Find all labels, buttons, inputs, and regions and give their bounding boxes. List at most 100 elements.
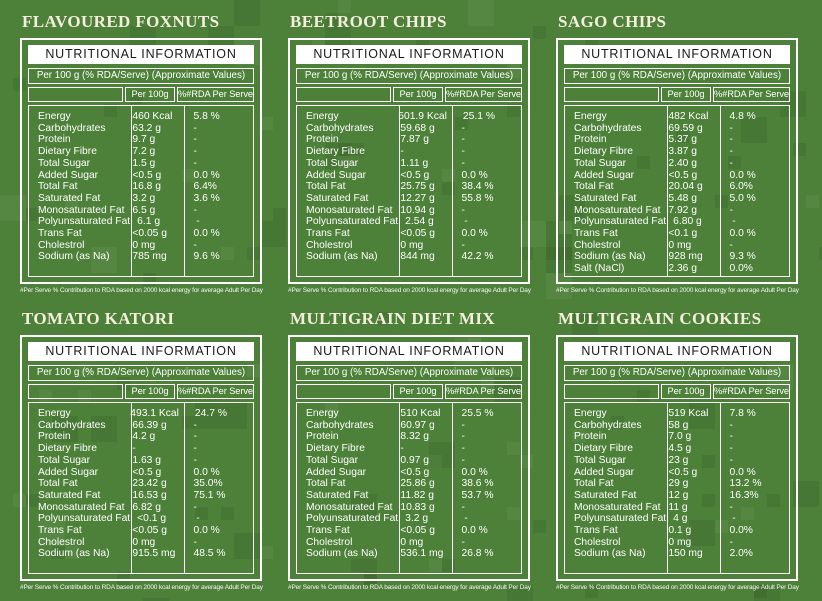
- nutrient-rda-per-serve: 9.6 %: [193, 251, 220, 263]
- nutrient-rda-per-serve: -: [732, 216, 736, 228]
- nutrient-rda-per-serve: 0.0 %: [461, 228, 488, 240]
- nutrient-name: Trans Fat: [38, 228, 82, 240]
- nutrient-value-per-100g: 3.2 g: [405, 513, 429, 525]
- nutrient-value-per-100g: 3.2 g: [132, 192, 156, 204]
- nutrient-name: Energy: [574, 408, 607, 419]
- nutrient-value-per-100g: <0.5 g: [132, 466, 162, 478]
- nutrient-value-per-100g: 0 mg: [400, 536, 424, 548]
- nutrient-value-per-100g: 66.39 g: [132, 419, 167, 431]
- nutrient-name: Dietary Fibre: [306, 146, 365, 158]
- nutrient-rda-per-serve: 55.8 %: [461, 192, 494, 204]
- nutrient-row: Added Sugar <0.5 g 0.0 %: [29, 170, 253, 182]
- nutrient-value-per-100g: 536.1 mg: [400, 548, 444, 560]
- product-title: FLAVOURED FOXNUTS: [22, 12, 220, 31]
- nutrient-name: Energy: [306, 408, 339, 419]
- rda-footnote: #Per Serve % Contribution to RDA based o…: [288, 287, 531, 294]
- nutrient-value-per-100g: 0.97 g: [400, 454, 429, 466]
- nutrient-value-per-100g: 493.1 Kcal: [130, 408, 179, 419]
- nutrient-name: Protein: [38, 431, 71, 443]
- nutrient-name: Cholestrol: [574, 536, 621, 548]
- nutrient-value-per-100g: 8.32 g: [400, 431, 429, 443]
- rda-footnote: #Per Serve % Contribution to RDA based o…: [20, 584, 263, 591]
- nutrient-row: Total Fat 25.75 g 38.4 %: [297, 181, 521, 193]
- serving-basis-label: Per 100 g (% RDA/Serve) (Approximate Val…: [296, 68, 522, 84]
- nutrient-value-per-100g: 785 mg: [132, 251, 167, 263]
- nutrient-row: Trans Fat <0.05 g 0.0 %: [29, 525, 253, 537]
- nutrition-card: NUTRITIONAL INFORMATION Per 100 g (% RDA…: [556, 335, 798, 581]
- nutrition-card: NUTRITIONAL INFORMATION Per 100 g (% RDA…: [556, 38, 798, 284]
- nutrient-row: Total Sugar 2.40 g -: [565, 158, 789, 170]
- nutrient-row: Protein 5.37 g -: [565, 134, 789, 146]
- nutrient-name: Polyunsaturated Fat: [38, 216, 131, 228]
- nutrient-value-per-100g: <0.5 g: [668, 466, 698, 478]
- nutrient-rda-per-serve: 0.0%: [729, 525, 753, 537]
- nutrient-row: Saturated Fat 12 g 16.3%: [565, 490, 789, 502]
- nutrient-value-per-100g: 2.40 g: [668, 157, 697, 169]
- nutrient-name: Monosaturated Fat: [38, 501, 125, 513]
- nutrient-name: Saturated Fat: [306, 489, 369, 501]
- nutrient-row: Energy 519 Kcal 7.8 %: [565, 408, 789, 420]
- nutrient-name: Total Sugar: [574, 157, 627, 169]
- nutrient-row: Total Sugar 1.11 g -: [297, 158, 521, 170]
- nutrient-rda-per-serve: -: [461, 431, 465, 443]
- nutrient-value-per-100g: <0.5 g: [132, 169, 162, 181]
- nutrient-value-per-100g: 928 mg: [668, 251, 703, 263]
- nutrient-row: Protein 9.7 g -: [29, 134, 253, 146]
- nutrient-rda-per-serve: 0.0 %: [729, 228, 756, 240]
- nutrient-value-per-100g: 4.5 g: [668, 443, 692, 455]
- nutrient-rda-per-serve: 0.0 %: [461, 466, 488, 478]
- nutrient-value-per-100g: 460 Kcal: [132, 111, 173, 122]
- nutrient-rda-per-serve: -: [729, 157, 733, 169]
- nutrient-name: Polyunsaturated Fat: [574, 216, 667, 228]
- nutrient-name: Polyunsaturated Fat: [306, 216, 399, 228]
- nutrient-value-per-100g: 1.63 g: [132, 454, 161, 466]
- nutrient-name: Total Fat: [574, 181, 614, 193]
- nutrient-row: Added Sugar <0.5 g 0.0 %: [297, 170, 521, 182]
- nutrient-value-per-100g: -: [132, 443, 136, 455]
- nutrient-name: Energy: [38, 408, 71, 419]
- nutrient-value-per-100g: 23.42 g: [132, 478, 167, 490]
- nutrient-value-per-100g: 12.27 g: [400, 192, 435, 204]
- nutrient-rda-per-serve: 0.0 %: [461, 169, 488, 181]
- nutrient-value-per-100g: 6.80 g: [673, 216, 702, 228]
- nutrient-name: Energy: [306, 111, 339, 122]
- nutrient-name: Salt (NaCl): [574, 263, 625, 275]
- nutrient-rda-per-serve: 0.0%: [729, 263, 753, 275]
- nutrient-name: Dietary Fibre: [574, 146, 633, 158]
- nutrient-row: Saturated Fat 5.48 g 5.0 %: [565, 193, 789, 205]
- nutrient-rda-per-serve: -: [193, 443, 197, 455]
- column-header-row: Per 100g %#RDA Per Serve: [28, 87, 254, 102]
- nutrient-name: Carbohydrates: [306, 122, 374, 134]
- nutrient-rda-per-serve: 6.0%: [729, 181, 753, 193]
- nutrient-name: Carbohydrates: [574, 419, 642, 431]
- nutrient-row: Energy 510 Kcal 25.5 %: [297, 408, 521, 420]
- rda-footnote: #Per Serve % Contribution to RDA based o…: [20, 287, 263, 294]
- nutrient-rda-per-serve: 0.0 %: [193, 169, 220, 181]
- nutrient-row: Dietary Fibre - -: [297, 443, 521, 455]
- nutrient-value-per-100g: <0.05 g: [132, 525, 168, 537]
- serving-basis-label: Per 100 g (% RDA/Serve) (Approximate Val…: [564, 68, 790, 84]
- product-title: TOMATO KATORI: [22, 309, 175, 328]
- nutrient-value-per-100g: <0.1 g: [668, 228, 698, 240]
- nutrient-row: Protein 7.87 g -: [297, 134, 521, 146]
- nutrient-value-per-100g: 2.54 g: [405, 216, 434, 228]
- nutrient-name: Added Sugar: [574, 466, 635, 478]
- nutrient-name: Sodium (as Na): [574, 548, 646, 560]
- nutrient-row: Monosaturated Fat 6.5 g -: [29, 205, 253, 217]
- nutrient-value-per-100g: 63.2 g: [132, 122, 161, 134]
- nutrient-row: Protein 7.0 g -: [565, 431, 789, 443]
- column-divider: [451, 106, 454, 276]
- nutrient-value-per-100g: 12 g: [668, 489, 689, 501]
- nutrient-rda-per-serve: -: [729, 501, 733, 513]
- nutrient-row: Dietary Fibre 4.5 g -: [565, 443, 789, 455]
- nutrient-row: Total Sugar 23 g -: [565, 455, 789, 467]
- nutrient-name: Carbohydrates: [574, 122, 642, 134]
- nutrient-value-per-100g: 0 mg: [132, 536, 156, 548]
- nutrient-value-per-100g: <0.5 g: [400, 466, 430, 478]
- nutrient-value-per-100g: 844 mg: [400, 251, 435, 263]
- nutrient-rda-per-serve: 53.7 %: [461, 489, 494, 501]
- nutrient-value-per-100g: 4.2 g: [132, 431, 156, 443]
- nutrient-rda-per-serve: -: [461, 443, 465, 455]
- nutrient-name: Cholestrol: [306, 239, 353, 251]
